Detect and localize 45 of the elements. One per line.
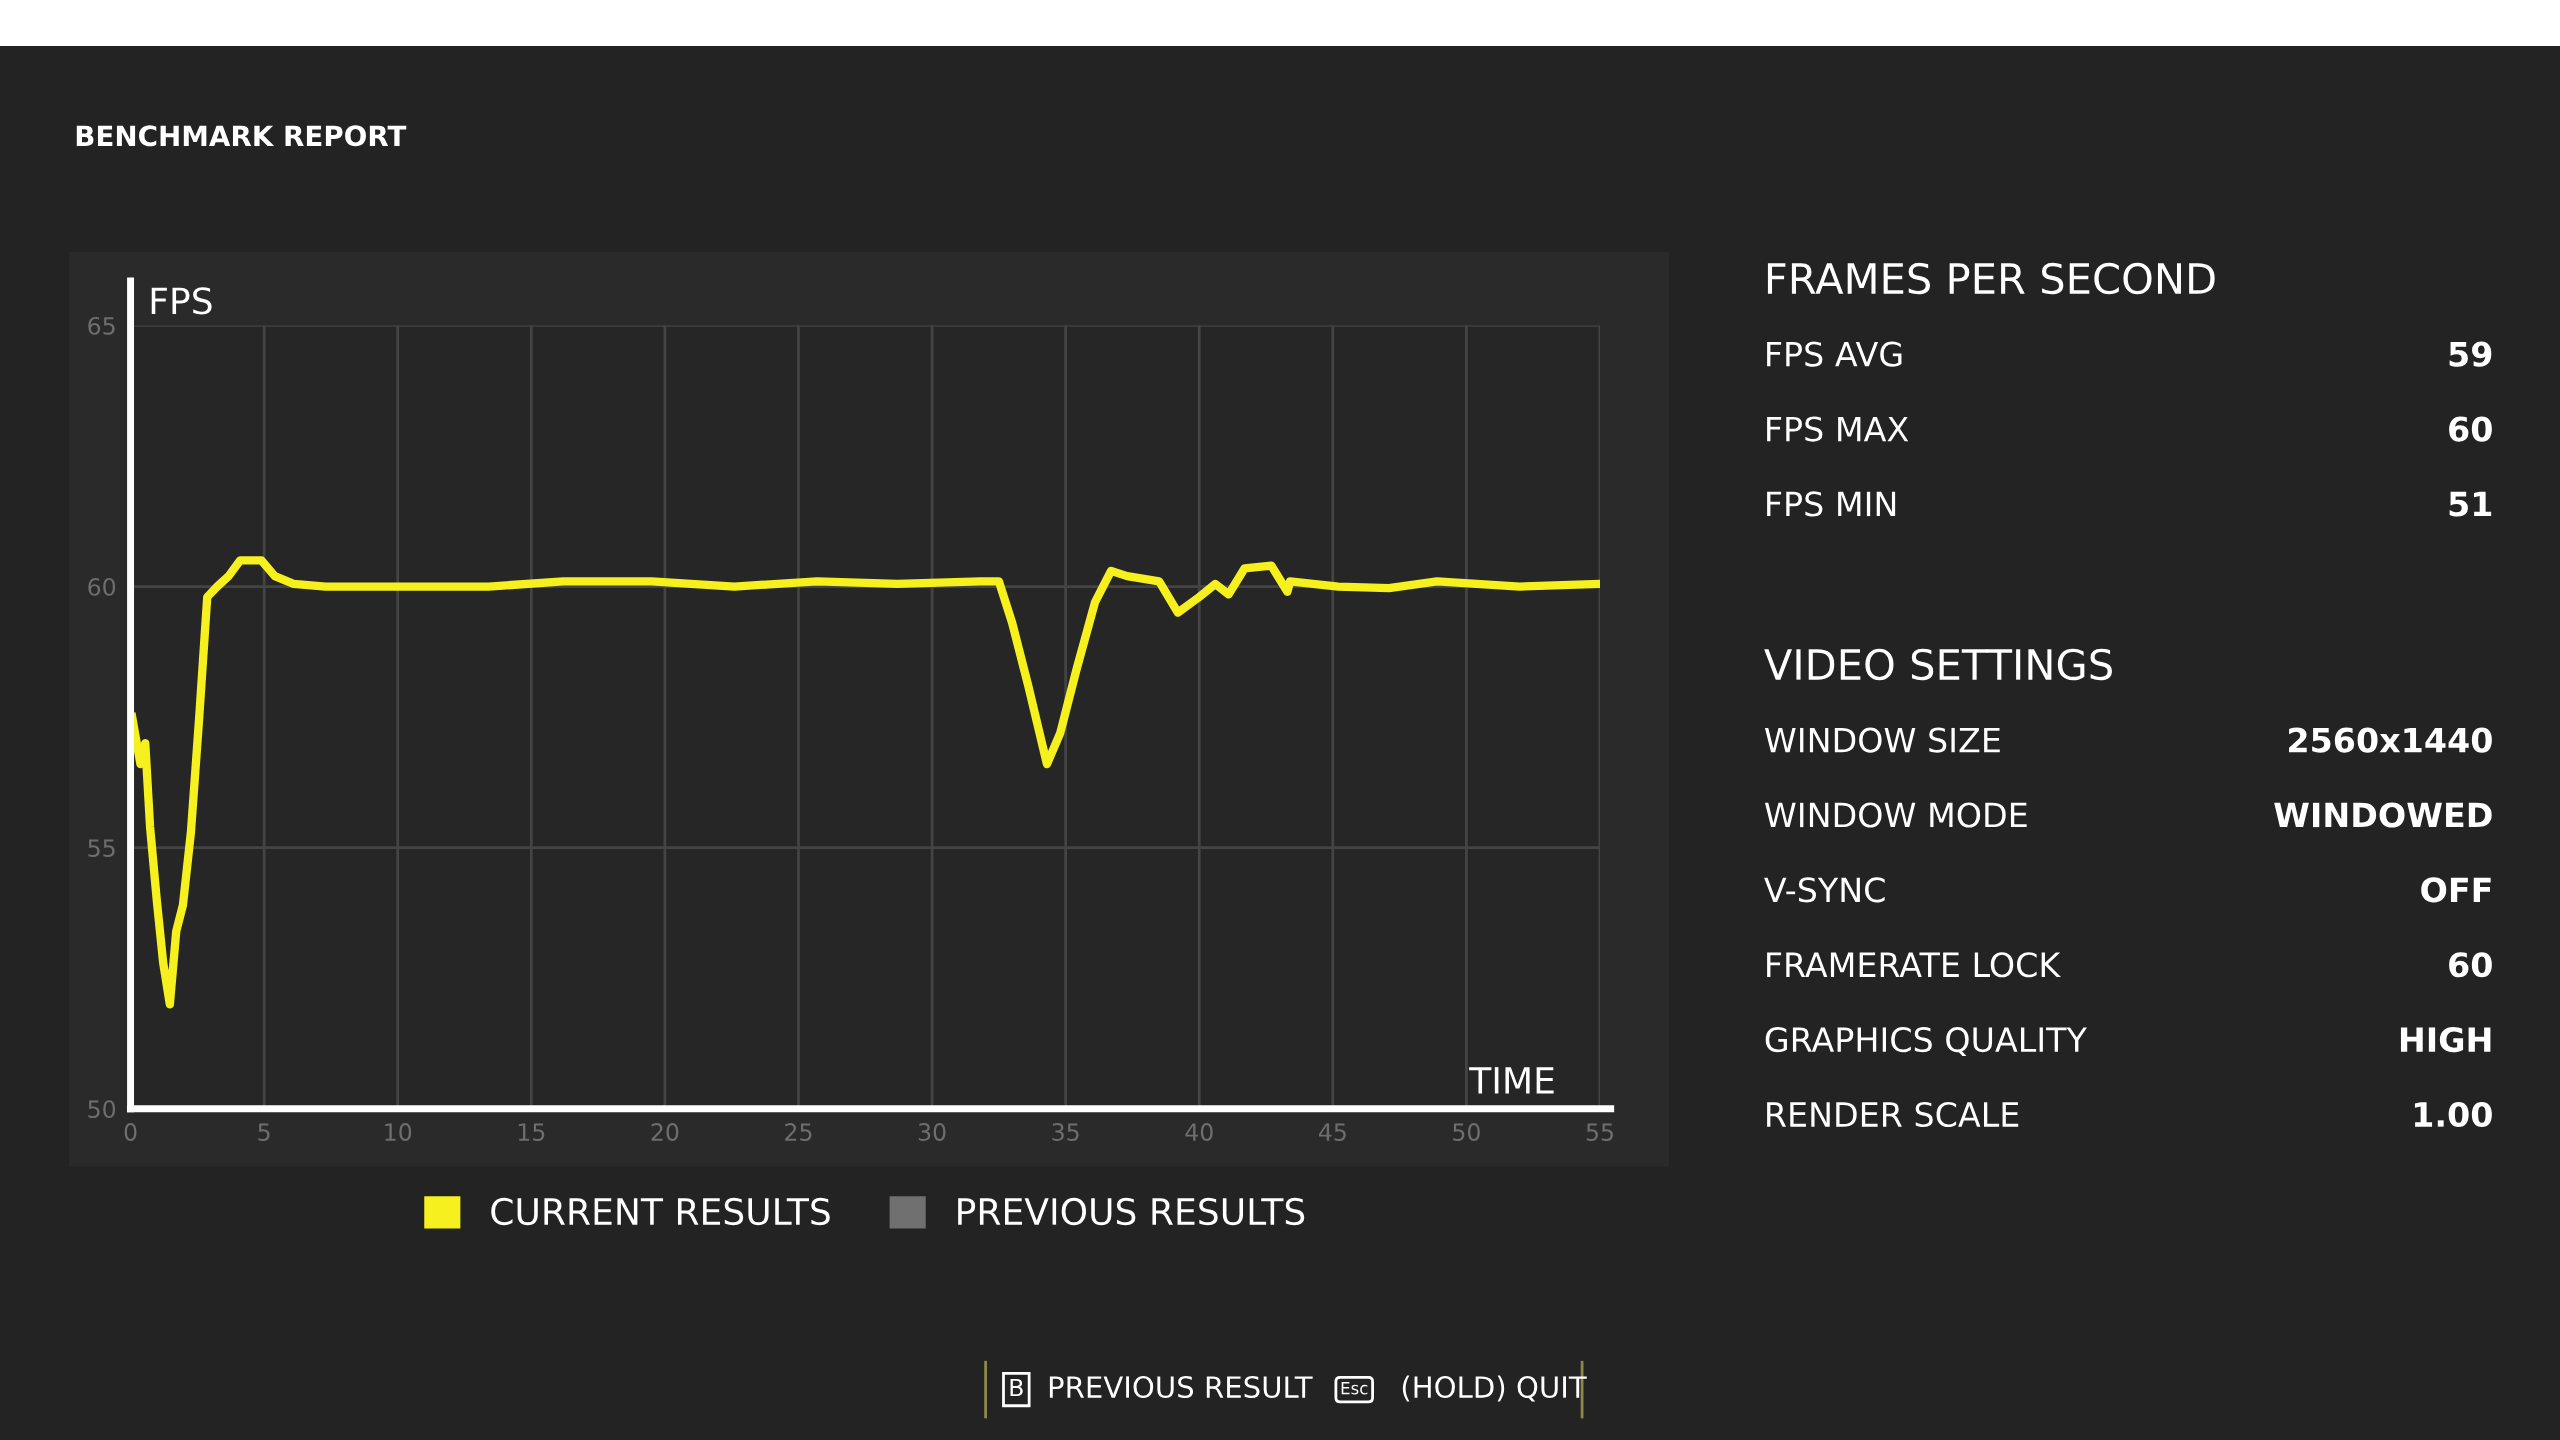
text: FPS MAX xyxy=(1767,416,1909,442)
y-tick-label: 65 xyxy=(88,316,115,335)
text: 60 xyxy=(2449,416,2492,442)
legend-label: PREVIOUS RESULTS xyxy=(958,1197,1305,1226)
text: GRAPHICS QUALITY xyxy=(1765,1027,2087,1057)
text: FPS MIN xyxy=(1767,491,1896,517)
text: OFF xyxy=(2421,877,2491,903)
y-tick-label: 60 xyxy=(88,578,116,596)
text: Esc xyxy=(1341,1382,1368,1395)
x-tick-label: 15 xyxy=(518,1123,545,1141)
text: VIDEO SETTINGS xyxy=(1764,648,2112,681)
text: V-SYNC xyxy=(1764,877,1885,903)
text: RENDER SCALE xyxy=(1767,1101,2019,1128)
x-tick-label: 30 xyxy=(918,1123,946,1141)
text: FPS AVG xyxy=(1767,341,1902,367)
x-tick-label: 40 xyxy=(1185,1123,1213,1141)
text: WINDOWED xyxy=(2274,802,2492,828)
text: 2560x1440 xyxy=(2289,727,2492,753)
text: WINDOW MODE xyxy=(1764,802,2027,828)
text: 59 xyxy=(2449,341,2492,367)
text: 51 xyxy=(2449,491,2492,517)
y-tick-label: 50 xyxy=(88,1100,116,1119)
text: HIGH xyxy=(2400,1027,2491,1053)
x-tick-label: 5 xyxy=(258,1123,270,1141)
text: 1.00 xyxy=(2414,1101,2492,1128)
text: PREVIOUS RESULT xyxy=(1049,1376,1313,1399)
x-tick-label: 55 xyxy=(1586,1123,1613,1141)
text: FRAMERATE LOCK xyxy=(1767,952,2061,978)
text: (HOLD) QUIT xyxy=(1402,1375,1587,1402)
chart-title: BENCHMARK REPORT xyxy=(76,125,407,147)
text: FRAMES PER SECOND xyxy=(1767,262,2215,295)
x-tick-label: 10 xyxy=(385,1123,412,1141)
y-tick-label: 55 xyxy=(88,839,115,857)
x-tick-label: 45 xyxy=(1318,1123,1346,1141)
x-tick-label: 20 xyxy=(651,1123,679,1141)
text: 60 xyxy=(2449,952,2492,978)
x-tick-label: 0 xyxy=(124,1123,137,1141)
legend-label: CURRENT RESULTS xyxy=(491,1197,830,1226)
x-tick-label: 25 xyxy=(785,1123,812,1141)
x-tick-label: 50 xyxy=(1453,1123,1480,1141)
x-tick-label: 35 xyxy=(1052,1123,1079,1141)
text: WINDOW SIZE xyxy=(1764,727,2000,753)
y-axis-title: FPS xyxy=(151,287,212,315)
text: B xyxy=(1010,1378,1023,1397)
x-axis-title: TIME xyxy=(1469,1067,1554,1094)
